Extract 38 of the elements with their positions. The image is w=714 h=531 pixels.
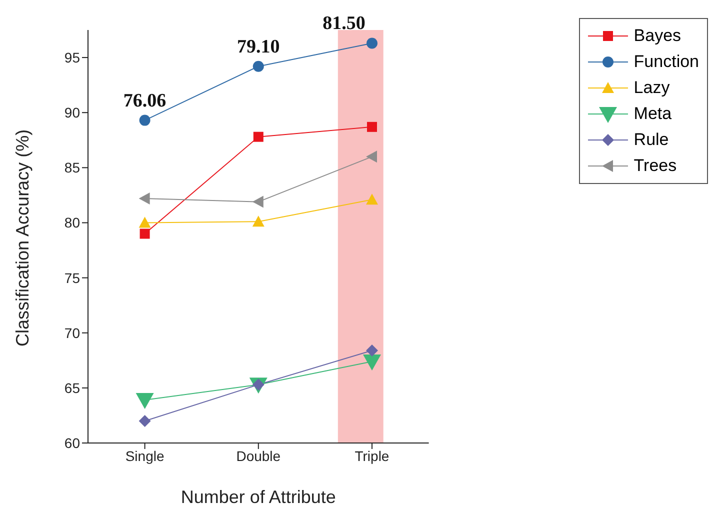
x-tick-label: Double [236,448,281,464]
point [138,216,151,228]
legend-label: Lazy [634,78,670,98]
point [138,192,150,205]
point [136,393,154,410]
point [252,196,264,208]
point [139,114,150,126]
annotation: 79.10 [237,36,280,58]
point [138,414,151,427]
point [253,132,264,142]
y-tick-label: 75 [64,270,80,286]
x-axis-title: Number of Attribute [180,487,336,507]
y-tick-label: 85 [64,160,80,176]
legend-label: Trees [634,156,677,176]
point [252,60,264,72]
point [140,228,150,239]
y-tick-label: 95 [64,50,80,66]
point [366,194,378,205]
point [366,38,378,49]
x-tick-label: Single [125,448,164,464]
legend-label: Rule [634,130,669,150]
y-tick-label: 90 [64,104,80,121]
x-tick-label: Triple [354,448,390,464]
point [366,150,377,163]
legend-label: Bayes [634,26,682,46]
legend-label: Function [634,52,699,72]
legend-label: Meta [634,104,672,124]
point [362,354,381,370]
annotation: 81.50 [322,13,366,34]
annotation: 76.06 [123,90,166,112]
y-tick-label: 65 [64,380,80,396]
point [366,344,378,356]
y-axis-title: Classification Accuracy (%) [12,129,32,346]
point [366,122,377,132]
y-tick-label: 70 [64,324,80,341]
y-tick-label: 60 [64,434,80,451]
point [252,216,264,227]
y-tick-label: 80 [64,214,80,231]
